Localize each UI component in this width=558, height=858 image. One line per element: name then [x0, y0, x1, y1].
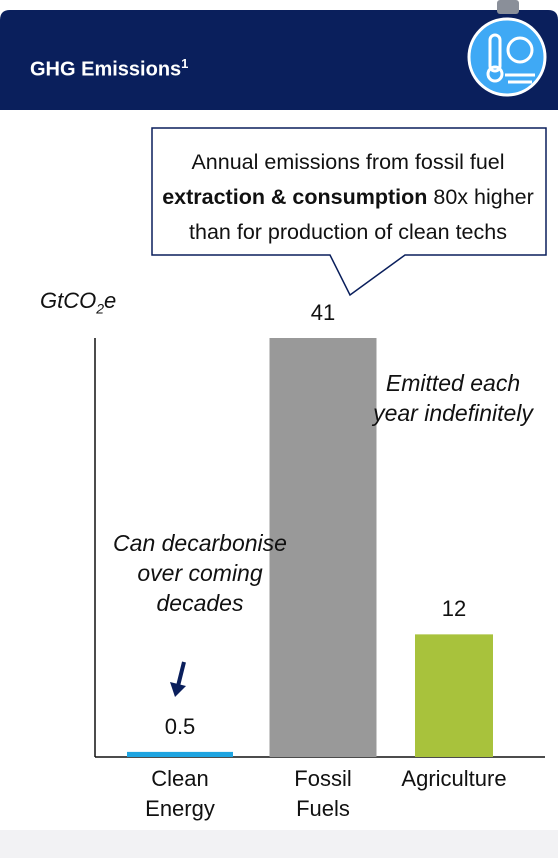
icon-lines — [505, 73, 535, 84]
icon-tab — [497, 0, 519, 14]
icon-bulb — [486, 65, 504, 83]
x-tick-label: Clean Energy — [145, 766, 215, 821]
header-bar — [0, 10, 558, 110]
value-label: 12 — [441, 596, 467, 622]
annotation: Can decarbonise over coming decades — [113, 530, 287, 616]
header-title: GHG Emissions1 — [30, 56, 188, 82]
x-tick-label: Fossil Fuels — [294, 766, 352, 821]
title-text: GHG Emissions — [30, 58, 182, 81]
icon-thermometer — [488, 33, 502, 73]
y-axis-label: GtCO2e — [40, 288, 116, 316]
callout-box — [151, 127, 547, 297]
footer-strip — [0, 830, 558, 858]
bar — [127, 751, 233, 757]
footnote: 1 — [181, 56, 189, 71]
callout-part: Annual emissions from fossil fuel — [191, 150, 505, 174]
value-label: 41 — [310, 300, 336, 325]
callout-text: Annual emissions from fossil fuel extrac… — [150, 145, 546, 250]
arrow-head — [170, 682, 186, 697]
y-label-part: e — [104, 288, 117, 313]
icon-globe — [506, 36, 534, 64]
bar — [415, 634, 493, 757]
y-label-part: GtCO — [40, 288, 97, 313]
annotation: Emitted each year indefinitely — [373, 370, 533, 426]
y-label-part: 2 — [96, 300, 105, 317]
callout-part: 80x higher than for production of clean … — [189, 185, 534, 244]
arrow — [176, 661, 186, 687]
callout-part: extraction & consumption — [162, 185, 428, 209]
bar — [269, 338, 377, 757]
value-label: 0.5 — [164, 713, 196, 739]
x-tick-label: Agriculture — [401, 766, 507, 791]
icon — [467, 17, 547, 97]
